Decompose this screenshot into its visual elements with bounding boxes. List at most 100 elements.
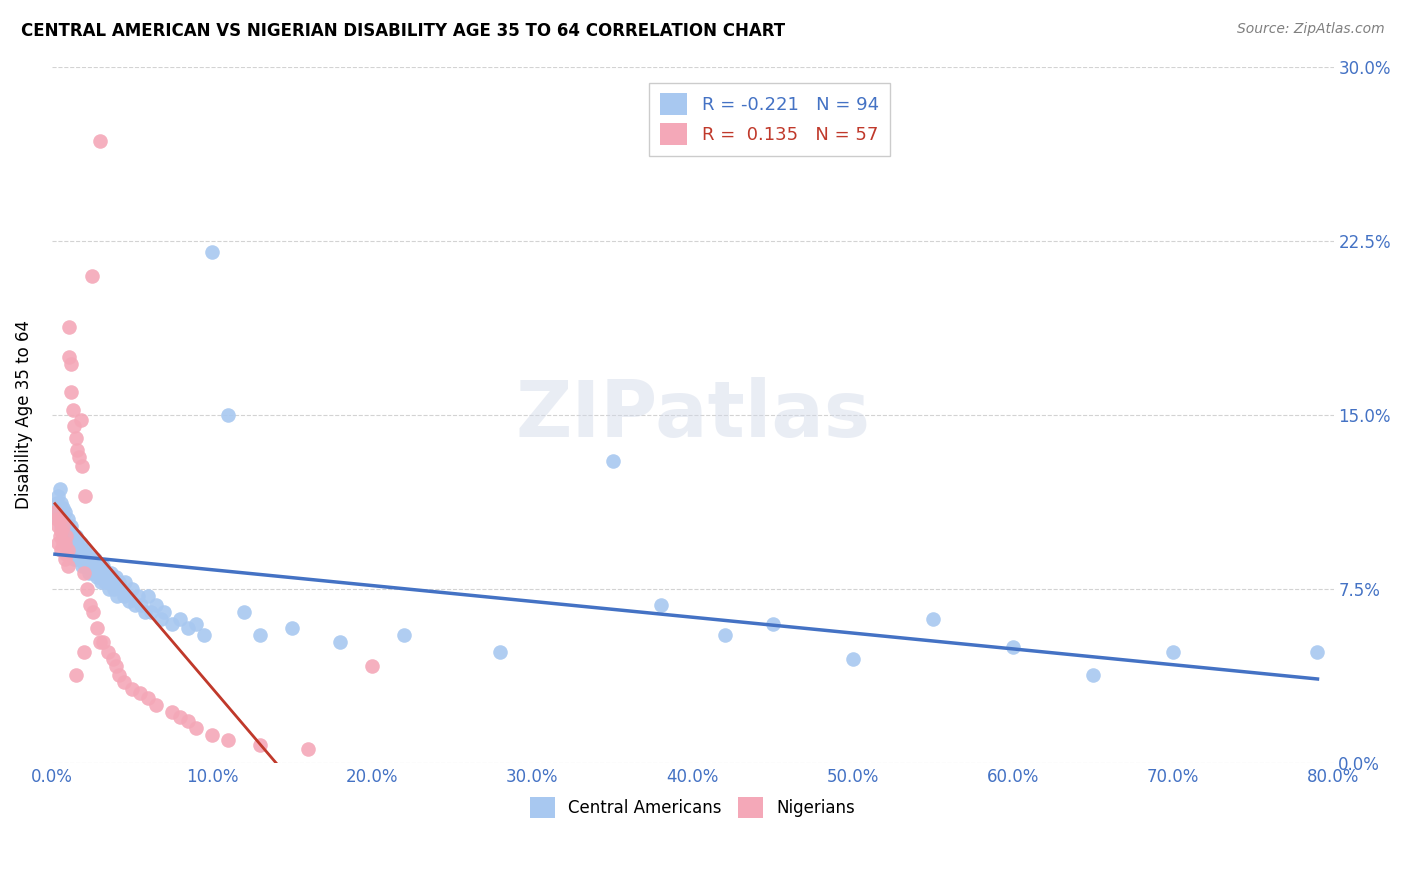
Point (169, 709, 191, 723)
Point (89, 134, 111, 148)
Point (73, 645, 96, 659)
Point (91, 558, 114, 573)
Point (55, 547, 77, 561)
Point (110, 582, 132, 596)
Point (89, 635, 111, 649)
Point (56, 558, 79, 573)
Point (394, 628, 416, 642)
Point (66, 442, 89, 457)
Point (46, 512, 69, 526)
Point (127, 589, 149, 603)
Point (193, 628, 215, 642)
Point (1161, 645, 1184, 659)
Point (114, 575, 136, 590)
Point (59, 384, 82, 399)
Point (62, 547, 84, 561)
Point (62, 403, 84, 417)
Text: CENTRAL AMERICAN VS NIGERIAN DISABILITY AGE 35 TO 64 CORRELATION CHART: CENTRAL AMERICAN VS NIGERIAN DISABILITY … (21, 22, 785, 40)
Point (184, 616, 207, 631)
Point (145, 599, 167, 613)
Point (82, 605, 104, 619)
Point (63, 535, 86, 549)
Point (59, 519, 82, 533)
Y-axis label: Disability Age 35 to 64: Disability Age 35 to 64 (15, 320, 32, 509)
Point (59, 357, 82, 371)
Point (108, 575, 131, 590)
Point (46, 535, 69, 549)
Point (49, 528, 72, 542)
Point (49, 512, 72, 526)
Point (249, 738, 271, 752)
Point (80, 268, 103, 283)
Point (45, 512, 67, 526)
Point (65, 542, 87, 557)
Point (53, 551, 76, 566)
Point (650, 599, 672, 613)
Point (65, 668, 87, 682)
Point (93, 575, 115, 590)
Point (58, 524, 80, 538)
Text: ZIPatlas: ZIPatlas (515, 376, 870, 453)
Point (59, 535, 82, 549)
Point (103, 582, 125, 596)
Point (51, 542, 73, 557)
Point (108, 668, 131, 682)
Point (149, 612, 172, 626)
Point (65, 431, 87, 445)
Point (249, 628, 271, 642)
Point (121, 681, 143, 696)
Point (297, 742, 319, 756)
Point (55, 528, 77, 542)
Point (69, 551, 91, 566)
Point (45, 496, 67, 510)
Point (329, 635, 352, 649)
Point (184, 721, 207, 735)
Point (70, 558, 93, 573)
Point (79, 551, 101, 566)
Point (80, 558, 103, 573)
Point (233, 605, 256, 619)
Point (361, 658, 384, 673)
Point (136, 589, 159, 603)
Point (73, 542, 96, 557)
Point (69, 535, 91, 549)
Point (75, 489, 97, 503)
Point (842, 651, 865, 665)
Point (112, 674, 135, 689)
Point (160, 705, 183, 719)
Point (128, 686, 150, 700)
Point (91, 635, 114, 649)
Point (153, 605, 176, 619)
Point (169, 612, 191, 626)
Point (67, 450, 90, 464)
Point (101, 575, 124, 590)
Point (51, 496, 73, 510)
Point (98, 582, 121, 596)
Point (51, 505, 73, 519)
Point (44, 505, 66, 519)
Point (104, 570, 127, 584)
Point (55, 535, 77, 549)
Text: Source: ZipAtlas.com: Source: ZipAtlas.com (1237, 22, 1385, 37)
Point (101, 651, 124, 665)
Point (58, 350, 80, 364)
Point (145, 698, 167, 712)
Point (51, 519, 73, 533)
Point (49, 500, 72, 515)
Point (76, 547, 98, 561)
Point (104, 658, 127, 673)
Point (76, 582, 98, 596)
Point (46, 519, 69, 533)
Point (79, 599, 101, 613)
Point (63, 551, 86, 566)
Point (52, 528, 75, 542)
Point (65, 528, 87, 542)
Point (86, 570, 108, 584)
Point (201, 245, 224, 260)
Point (217, 408, 239, 422)
Point (134, 605, 156, 619)
Point (177, 714, 200, 729)
Point (97, 570, 120, 584)
Point (97, 645, 120, 659)
Point (62, 528, 84, 542)
